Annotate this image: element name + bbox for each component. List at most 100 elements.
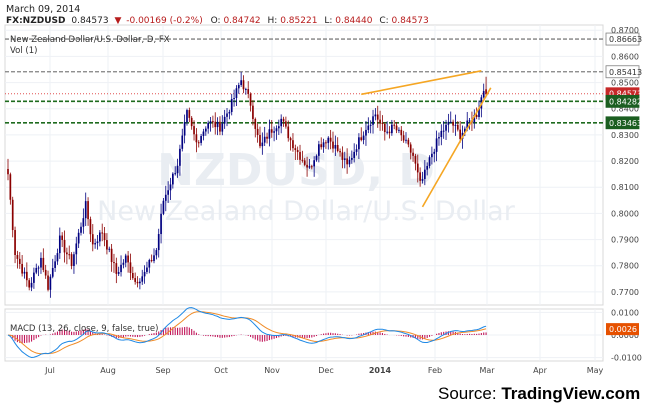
header-open: 0.84742 xyxy=(223,16,260,26)
candle-body xyxy=(405,139,407,141)
candles xyxy=(7,71,487,298)
candle-body xyxy=(329,137,332,142)
candle-body xyxy=(108,248,111,250)
candle-body xyxy=(164,194,167,201)
candle-body xyxy=(296,150,299,153)
macd-value-label: 0.0026 xyxy=(609,325,637,334)
candle-body xyxy=(134,278,137,282)
macd-plot xyxy=(7,307,487,359)
candle-body xyxy=(456,124,459,130)
candle-body xyxy=(428,157,431,166)
candle-body xyxy=(25,271,28,281)
price-label-box xyxy=(605,32,640,46)
candle-body xyxy=(459,129,462,140)
candle-body xyxy=(30,282,33,288)
candle-body xyxy=(96,241,99,244)
candle-body xyxy=(355,149,358,152)
candle-body xyxy=(14,230,16,256)
candle-body xyxy=(412,152,414,156)
candle-body xyxy=(91,234,94,245)
price-label-box xyxy=(605,116,640,130)
candle-body xyxy=(322,142,325,148)
candle-body xyxy=(383,123,386,133)
header-low-label: L: xyxy=(324,16,332,26)
candle-body xyxy=(167,190,169,195)
source-brand[interactable]: TradingView.com xyxy=(501,384,641,403)
price-label-box xyxy=(605,94,640,108)
candle-body xyxy=(186,110,188,123)
candle-body xyxy=(294,148,297,151)
header-low: 0.84440 xyxy=(335,16,372,26)
candle-body xyxy=(445,124,447,131)
y-tick-label: 0.7700 xyxy=(611,288,639,297)
price-axis: 0.7700 0.7800 0.7900 0.8000 0.8100 0.8200 0.83… xyxy=(611,26,639,297)
time-axis: Jul Aug Sep Oct Nov Dec 2014 Feb Mar Apr May xyxy=(44,366,603,375)
candle-body xyxy=(369,124,372,126)
candle-body xyxy=(68,254,71,256)
y-tick-label: 0.7800 xyxy=(611,262,639,271)
y-tick-label: 0.8400 xyxy=(611,105,639,114)
header-change: -0.00169 (-0.2%) xyxy=(126,16,202,26)
candle-body xyxy=(386,131,389,133)
candle-body xyxy=(423,169,426,179)
candle-body xyxy=(54,261,56,268)
candle-body xyxy=(56,253,59,262)
candle-body xyxy=(82,218,85,227)
header-high: 0.85221 xyxy=(280,16,317,26)
candle-body xyxy=(292,140,294,149)
candle-body xyxy=(113,262,115,264)
candle-body xyxy=(275,128,278,132)
candle-body xyxy=(374,114,377,117)
candle-body xyxy=(63,239,66,253)
candle-body xyxy=(447,121,450,125)
volume-legend: Vol (1) xyxy=(10,46,37,56)
macd-line xyxy=(7,307,487,359)
candle-body xyxy=(306,164,308,168)
y-tick-label: 0.8100 xyxy=(611,183,639,192)
x-tick-label: Nov xyxy=(264,366,280,375)
candle-body xyxy=(247,89,250,94)
candle-body xyxy=(110,248,113,263)
candle-body xyxy=(226,113,228,117)
trendlines xyxy=(361,70,492,208)
candle-body xyxy=(407,139,410,145)
candle-body xyxy=(9,174,12,200)
candle-body xyxy=(214,121,217,128)
candle-body xyxy=(223,116,226,124)
candle-body xyxy=(49,276,52,290)
candle-body xyxy=(468,120,471,122)
candle-body xyxy=(266,136,268,139)
candle-body xyxy=(188,110,191,118)
x-tick-label: Apr xyxy=(533,366,548,375)
candle-body xyxy=(160,213,162,235)
candle-body xyxy=(367,125,370,130)
candle-body xyxy=(452,121,454,126)
candle-body xyxy=(115,263,118,274)
candle-body xyxy=(419,172,421,181)
candle-body xyxy=(212,121,214,123)
header-quote: FX:NZDUSD 0.84573 ▼ -0.00169 (-0.2%) O: … xyxy=(6,16,429,26)
candle-body xyxy=(146,267,148,272)
candle-body xyxy=(334,144,337,149)
candle-body xyxy=(301,159,304,161)
header-last: 0.84573 xyxy=(71,16,108,26)
candle-body xyxy=(270,129,273,133)
candle-body xyxy=(339,151,341,153)
candle-body xyxy=(148,260,151,268)
candle-body xyxy=(381,122,384,124)
candle-body xyxy=(7,169,9,175)
candle-body xyxy=(358,137,360,150)
candle-body xyxy=(421,178,424,181)
chart-date: March 09, 2014 xyxy=(6,4,80,15)
x-tick-label: Feb xyxy=(428,366,442,375)
candle-body xyxy=(273,131,275,133)
candle-body xyxy=(395,125,398,131)
candle-body xyxy=(332,141,334,149)
candle-body xyxy=(362,135,365,141)
candle-body xyxy=(466,120,469,129)
candle-body xyxy=(313,160,315,167)
x-tick-label: Dec xyxy=(318,366,333,375)
candle-body xyxy=(393,124,396,126)
candle-body xyxy=(18,258,21,264)
